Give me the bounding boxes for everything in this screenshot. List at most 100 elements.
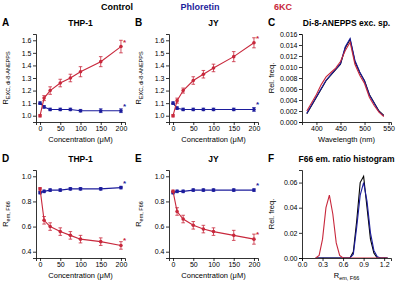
y-tick-mark: [299, 111, 302, 112]
error-bar: [171, 190, 175, 193]
error-cap: [79, 66, 83, 67]
y-tick-label: 0.010: [280, 64, 298, 71]
y-axis: 0.40.60.81.0: [155, 171, 170, 259]
y-tick-label: 0.4: [22, 248, 32, 255]
error-cap: [48, 94, 52, 95]
data-point: [79, 70, 83, 74]
error-bar: [38, 188, 42, 191]
error-bar: [79, 109, 83, 112]
x-tick-label: 100: [208, 261, 220, 268]
error-bar: [99, 188, 103, 191]
x-tick: 0.3: [318, 258, 328, 268]
y-tick-label: 0.4: [155, 248, 165, 255]
figure-svg: ControlPhloretin6KCATHP-10501001502001.0…: [0, 0, 400, 282]
y-tick-label: 0.012: [280, 53, 298, 60]
panel: ATHP-10501001502001.01.11.21.31.41.51.6C…: [1, 17, 127, 144]
panel-title: JY: [208, 18, 219, 28]
data-point: [171, 190, 175, 194]
error-cap: [48, 86, 52, 87]
error-cap: [175, 215, 179, 216]
panel: BJY0501001502001.01.11.21.31.41.51.6Conc…: [134, 17, 260, 144]
error-bar: [58, 108, 62, 111]
y-tick-label: 0.06: [284, 179, 298, 186]
y-axis-line: [166, 35, 170, 123]
y-tick: 0.6: [22, 223, 36, 230]
data-point: [48, 188, 52, 192]
error-bar: [79, 235, 83, 243]
error-bar: [79, 188, 83, 191]
panel-title: Di-8-ANEPPS exc. sp.: [303, 18, 390, 28]
y-axis-line: [299, 35, 303, 123]
y-tick-label: 1.0: [155, 112, 165, 119]
series-line: [316, 195, 388, 258]
marks: [307, 38, 384, 116]
y-axis-line: [33, 35, 37, 123]
x-tick: 100: [208, 258, 220, 268]
significance-mark: *: [256, 230, 260, 239]
y-tick-mark: [166, 53, 169, 54]
x-tick: 550: [383, 122, 395, 132]
y-axis: 1.01.11.21.31.41.51.6: [22, 35, 37, 123]
y-tick-mark: [299, 34, 302, 35]
panel-letter: B: [135, 17, 142, 28]
data-point: [175, 190, 179, 194]
marks: [38, 40, 123, 117]
data-point: [38, 187, 42, 191]
data-point: [58, 188, 62, 192]
marks: [171, 38, 256, 118]
y-tick: 1.4: [22, 62, 36, 69]
x-tick-label: 0: [39, 125, 43, 132]
y-tick-mark: [166, 116, 169, 117]
data-point: [99, 60, 103, 64]
data-point: [232, 188, 236, 192]
xlabel-title: Rem, F66: [334, 271, 360, 281]
error-cap: [79, 242, 83, 243]
y-tick-mark: [33, 116, 36, 117]
error-bar: [99, 57, 103, 67]
error-cap: [232, 51, 236, 52]
x-tick-label: 0.3: [318, 261, 328, 268]
y-tick: 1.2: [22, 87, 36, 94]
y-tick-label: 0.02: [284, 230, 298, 237]
data-point: [38, 114, 42, 118]
error-bar: [48, 87, 52, 95]
y-tick: 0.006: [280, 86, 302, 93]
error-cap: [48, 222, 52, 223]
series-line: [40, 47, 121, 116]
x-tick: 0: [172, 258, 176, 268]
y-tick: 1.1: [155, 100, 169, 107]
y-tick: 0.012: [280, 53, 302, 60]
x-tick: 50: [57, 122, 65, 132]
x-tick: 450: [335, 122, 347, 132]
x-tick-label: 100: [75, 125, 87, 132]
error-bar: [181, 108, 185, 111]
xlabel-subscript: em, F66: [339, 275, 359, 281]
x-tick: 0.9: [359, 258, 369, 268]
legend-entry: Phloretin: [180, 2, 219, 12]
panel-letter: C: [268, 17, 275, 28]
y-tick-label: 0.6: [155, 223, 165, 230]
y-tick-label: 1.5: [155, 50, 165, 57]
x-tick: 200: [249, 258, 261, 268]
x-tick: 200: [116, 258, 128, 268]
y-tick: 0.02: [284, 230, 302, 237]
error-bar: [191, 222, 195, 230]
error-cap: [58, 79, 62, 80]
data-point: [171, 101, 175, 105]
panel-letter: F: [268, 153, 274, 164]
x-tick-label: 500: [359, 125, 371, 132]
y-tick-label: 0.000: [280, 119, 298, 126]
data-point: [212, 188, 216, 192]
error-bar: [202, 225, 206, 233]
marks: [171, 188, 256, 244]
x-tick: 100: [75, 258, 87, 268]
error-bar: [58, 79, 62, 87]
y-tick-mark: [299, 78, 302, 79]
y-tick: 0.004: [280, 97, 302, 104]
x-tick-label: 0: [172, 125, 176, 132]
y-tick: 1.5: [155, 50, 169, 57]
y-tick-mark: [33, 53, 36, 54]
error-cap: [181, 222, 185, 223]
error-cap: [99, 66, 103, 67]
x-tick: 50: [57, 258, 65, 268]
